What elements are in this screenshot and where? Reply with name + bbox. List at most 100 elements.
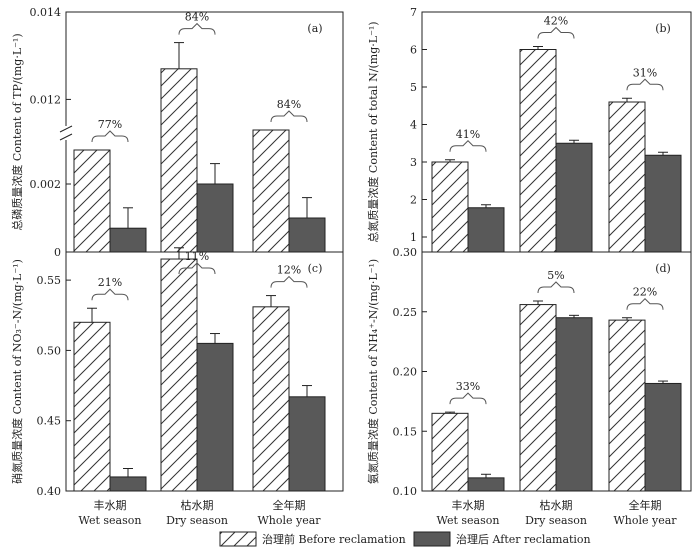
legend-label-before: 治理前 Before reclamation (262, 532, 406, 546)
panel-label: (b) (655, 22, 671, 35)
reduction-brace (91, 130, 129, 143)
bar-before (519, 304, 557, 492)
category-label-en: Dry season (166, 514, 228, 527)
y-tick-label: 0.45 (37, 415, 62, 428)
y-tick-label: 4 (410, 119, 417, 132)
bar-before (160, 68, 198, 253)
y-tick-label: 0.25 (393, 306, 418, 319)
category-label-en: Wet season (79, 514, 142, 527)
bar-before (431, 161, 469, 253)
reduction-brace (449, 140, 487, 152)
panel-label: (c) (308, 262, 323, 275)
reduction-brace (449, 392, 487, 405)
axis-break-mark (59, 125, 73, 133)
reduction-brace (91, 288, 129, 301)
y-tick-label: 6 (410, 44, 417, 57)
bar-before (519, 49, 557, 253)
category-labels-left: 丰水期 Wet season 枯水期 Dry season 全年期 Whole … (79, 498, 322, 527)
reduction-brace (537, 26, 575, 39)
bar-after (109, 227, 147, 253)
category-label-en: Wet season (437, 514, 500, 527)
reduction-brace (178, 262, 216, 275)
category-label-zh: 丰水期 (452, 499, 485, 512)
y-tick-label: 0.014 (30, 6, 62, 19)
bar-after (467, 207, 505, 253)
bar-after (109, 476, 147, 492)
y-tick-label: 0.012 (30, 93, 62, 106)
reduction-label: 84% (277, 98, 301, 111)
reduction-label: 21% (98, 276, 122, 289)
panel-a: (a) 总磷质量浓度 Content of TP/(mg·L⁻¹) 77% 84% 84… (10, 6, 344, 259)
bar-after (288, 396, 326, 492)
y-tick-label: 0.002 (30, 178, 62, 191)
y-axis-label: 总磷质量浓度 Content of TP/(mg·L⁻¹) (10, 33, 24, 230)
reduction-label: 77% (98, 118, 122, 131)
y-tick-label: 0.15 (393, 425, 418, 438)
bar-after (555, 317, 593, 492)
reduction-label: 31% (633, 66, 657, 79)
reduction-label: 42% (544, 15, 568, 28)
bar-before (252, 129, 290, 253)
category-label-en: Whole year (257, 514, 321, 527)
reduction-label: 33% (456, 380, 480, 393)
bar-before (252, 306, 290, 492)
reduction-brace (270, 275, 308, 288)
bar-after (196, 342, 234, 492)
axis-break-mark (59, 133, 73, 141)
reduction-brace (626, 78, 664, 91)
bar-after (288, 217, 326, 253)
legend: 治理前 Before reclamation 治理后 After reclama… (219, 531, 591, 547)
panel-c: (c) 硝氮质量浓度 Content of NO₃⁻-N/(mg·L⁻¹) 21% 1… (10, 247, 344, 498)
y-tick-label: 0.55 (37, 274, 62, 287)
bar-before (608, 319, 646, 492)
y-tick-label: 0 (54, 246, 61, 259)
bar-before (73, 149, 111, 253)
category-labels-right: 丰水期 Wet season 枯水期 Dry season 全年期 Whole … (437, 498, 678, 527)
y-tick-label: 5 (410, 81, 417, 94)
bar-before (160, 258, 198, 492)
bar-before (608, 101, 646, 253)
y-tick-label: 0.30 (393, 246, 418, 259)
legend-label-after: 治理后 After reclamation (456, 532, 591, 546)
y-axis-label: 氨氮质量浓度 Content of NH₄⁺-N/(mg·L⁻¹) (366, 259, 380, 484)
category-label-en: Dry season (525, 514, 587, 527)
reduction-label: 5% (547, 269, 564, 282)
y-axis-label: 硝氮质量浓度 Content of NO₃⁻-N/(mg·L⁻¹) (10, 259, 24, 484)
y-tick-label: 0.20 (393, 366, 418, 379)
category-label-zh: 丰水期 (94, 499, 127, 512)
y-tick-label: 1 (410, 231, 417, 244)
bar-before (73, 321, 111, 492)
reduction-label: 41% (456, 128, 480, 141)
bar-after (555, 142, 593, 253)
y-tick-label: 2 (410, 194, 417, 207)
category-label-zh: 全年期 (273, 498, 306, 512)
bar-after (644, 382, 682, 492)
category-label-zh: 全年期 (629, 498, 662, 512)
category-label-en: Whole year (613, 514, 677, 527)
reduction-brace (178, 22, 216, 35)
legend-swatch-before (219, 531, 257, 547)
reduction-label: 11% (185, 250, 209, 263)
reduction-brace (270, 110, 308, 123)
reduction-brace (626, 298, 664, 310)
y-tick-label: 0.10 (393, 485, 418, 498)
panel-b: (b) 总氮质量浓度 Content of total N/(mg·L⁻¹) 41%… (366, 6, 692, 253)
reduction-label: 84% (185, 11, 209, 24)
bar-after (467, 477, 505, 492)
reduction-brace (537, 281, 575, 294)
y-tick-label: 0.40 (37, 485, 62, 498)
axis-break-mask (60, 126, 72, 140)
bar-after (644, 154, 682, 253)
reduction-label: 22% (633, 286, 657, 299)
category-label-zh: 枯水期 (540, 498, 573, 512)
panel-d: (d) 氨氮质量浓度 Content of NH₄⁺-N/(mg·L⁻¹) 33% 5… (366, 246, 692, 498)
reduction-label: 12% (277, 264, 301, 277)
y-tick-label: 7 (410, 6, 417, 19)
legend-swatch-after (413, 531, 451, 547)
panel-label: (a) (307, 22, 322, 35)
bar-after (196, 183, 234, 253)
category-label-zh: 枯水期 (181, 498, 214, 512)
panel-label: (d) (655, 262, 671, 275)
bar-before (431, 412, 469, 492)
